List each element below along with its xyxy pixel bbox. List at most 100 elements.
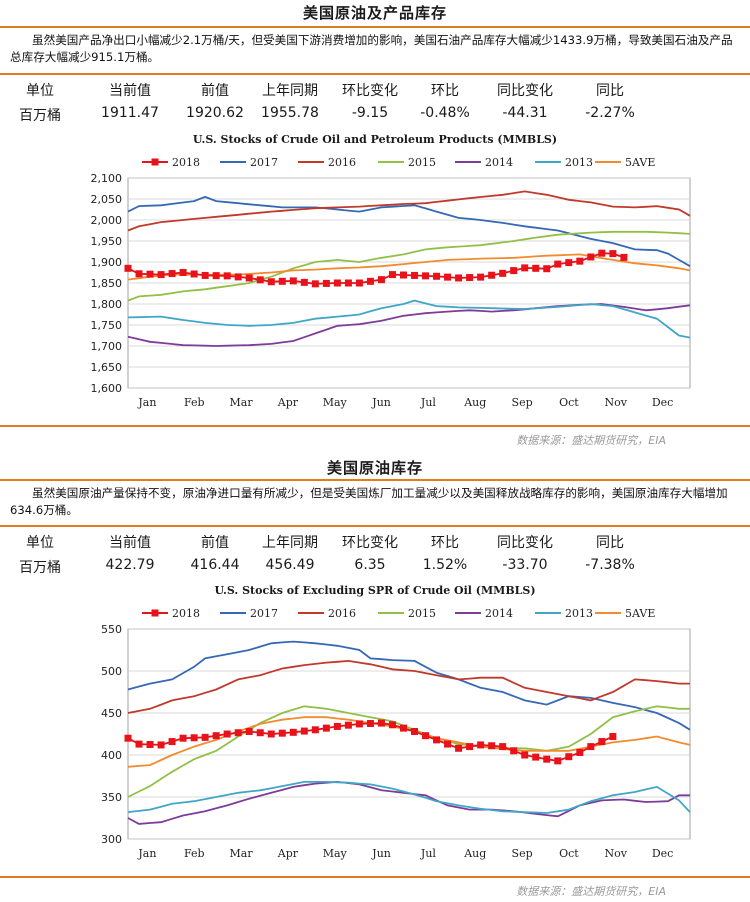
stats-value-cell-7: -7.38% [585,557,635,573]
point-2018 [466,274,474,282]
stats-header-cell-2: 前值 [201,535,229,551]
stats-value-cell-6: -33.70 [502,557,548,573]
x-tick-label: Oct [559,847,579,860]
point-2018 [212,272,220,280]
x-tick-label: Dec [652,396,674,409]
x-tick-label: Jun [371,847,391,860]
series-line-2013 [127,299,691,339]
legend-label: 2014 [485,607,513,620]
y-tick-label: 450 [101,707,122,720]
point-2018 [532,264,540,272]
section-divider [0,26,750,28]
point-2018 [179,734,187,742]
x-tick-label: Jun [371,396,391,409]
point-2018 [609,250,617,258]
x-tick-label: Nov [605,396,628,409]
point-2018 [344,721,352,729]
x-tick-label: Mar [230,847,254,860]
point-2018 [455,274,463,282]
x-tick-label: Jan [137,847,156,860]
point-2018 [565,259,573,267]
point-2018 [333,722,341,730]
point-2018 [157,271,165,279]
series-line-2017 [127,640,691,731]
legend-label: 2018 [172,156,200,169]
x-tick-label: Mar [230,396,254,409]
point-2018 [201,271,209,279]
x-tick-label: Nov [605,847,628,860]
stats-value-cell-1: 1911.47 [101,105,159,121]
legend-label: 5AVE [625,607,655,620]
section-title: 美国原油及产品库存 [302,4,447,22]
x-tick-label: Jan [137,396,156,409]
stats-header-cell-5: 环比 [431,83,459,99]
point-2018 [289,728,297,736]
point-2018 [234,729,242,737]
point-2018 [366,720,374,727]
stats-value-cell-0: 百万桶 [19,108,61,124]
point-2018 [256,729,264,737]
stats-header-cell-7: 同比 [596,535,624,551]
point-2018 [124,734,132,742]
series-line-2016 [127,659,690,714]
point-2018 [234,273,242,281]
series-line-2014 [127,780,690,825]
point-2018 [289,277,297,285]
point-2018 [499,743,507,751]
stats-value-cell-2: 1920.62 [186,105,244,121]
point-2018 [135,740,143,748]
legend-label: 2015 [408,607,436,620]
series-line-2015 [127,230,691,302]
point-2018 [433,736,441,744]
stats-value-cell-7: -2.27% [585,105,635,121]
y-tick-label: 400 [101,749,122,762]
point-2018 [576,748,584,756]
point-2018 [587,743,595,751]
point-2018 [322,279,330,287]
stats-header-cell-0: 单位 [26,83,54,99]
y-tick-label: 1,800 [91,298,123,311]
x-tick-label: Sep [512,396,533,409]
point-2018 [333,279,341,287]
stats-value-cell-4: 6.35 [354,557,386,573]
stats-header-cell-3: 上年同期 [262,535,318,551]
point-2018 [179,269,187,276]
point-2018 [422,272,430,280]
stats-header-cell-3: 上年同期 [262,83,318,99]
stats-value-cell-5: 1.52% [422,557,468,573]
point-2018 [355,720,363,728]
point-2018 [543,755,551,763]
stats-header-cell-6: 同比变化 [497,535,553,551]
crude-stocks-section: 美国原油库存 虽然美国原油产量保持不变，原油净进口量有所减少，但是受美国炼厂加工… [0,451,750,902]
point-2018 [278,277,286,285]
point-2018 [422,732,430,740]
y-tick-label: 300 [101,833,122,846]
x-tick-label: Dec [652,847,674,860]
point-2018 [510,267,518,275]
series-line-2016 [127,190,691,232]
stats-header-cell-4: 环比变化 [342,83,398,99]
legend-label: 2013 [565,156,593,169]
point-2018 [554,260,562,268]
legend-marker [151,609,159,617]
y-tick-label: 350 [101,791,122,804]
point-2018 [532,753,540,761]
point-2018 [344,279,352,287]
point-2018 [157,741,165,749]
point-2018 [223,730,231,738]
point-2018 [256,276,264,284]
point-2018 [311,726,319,734]
section-divider [0,479,750,481]
y-tick-label: 500 [101,665,122,678]
stats-header-cell-6: 同比变化 [497,83,553,99]
point-2018 [609,733,617,741]
point-2018 [444,740,452,748]
x-tick-label: Jul [420,847,436,860]
chart-title: U.S. Stocks of Excluding SPR of Crude Oi… [214,584,536,597]
y-tick-label: 1,850 [91,277,123,290]
point-2018 [201,733,209,741]
point-2018 [587,253,595,261]
series-line-2015 [127,705,690,798]
point-2018 [477,741,485,749]
section-divider [0,525,750,527]
